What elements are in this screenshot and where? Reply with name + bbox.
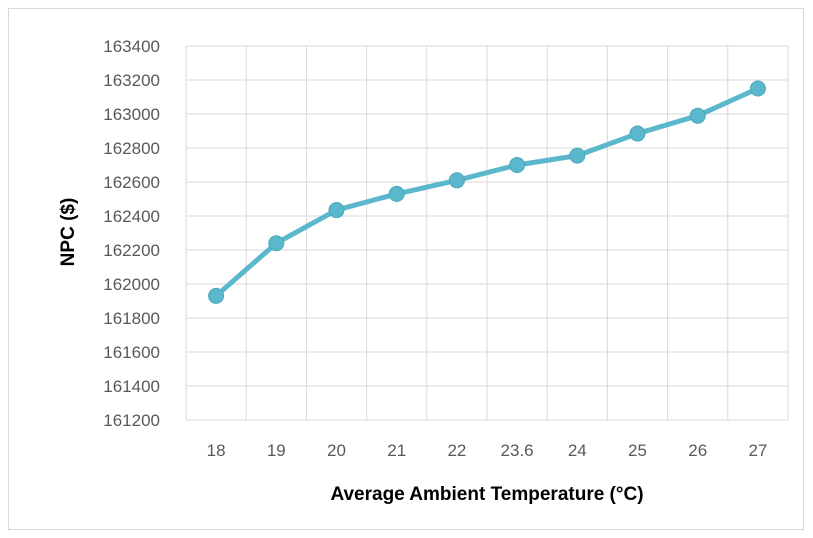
y-tick-label: 163000 bbox=[103, 105, 160, 124]
data-point bbox=[569, 147, 586, 164]
y-tick-labels: 161200 161400 161600 161800 162000 162200 1624… bbox=[103, 37, 160, 430]
data-markers bbox=[208, 80, 766, 304]
data-point bbox=[629, 125, 646, 142]
y-tick-label: 162000 bbox=[103, 275, 160, 294]
x-tick-label: 25 bbox=[628, 441, 647, 460]
x-tick-label: 24 bbox=[568, 441, 587, 460]
y-tick-label: 161400 bbox=[103, 377, 160, 396]
x-axis-title: Average Ambient Temperature (°C) bbox=[330, 484, 643, 505]
x-tick-label: 18 bbox=[207, 441, 226, 460]
y-tick-label: 163400 bbox=[103, 37, 160, 56]
data-point bbox=[208, 287, 225, 304]
gridlines bbox=[185, 45, 789, 421]
data-point bbox=[268, 235, 285, 252]
x-tick-label: 22 bbox=[447, 441, 466, 460]
y-tick-label: 161600 bbox=[103, 343, 160, 362]
data-point bbox=[749, 80, 766, 97]
y-axis-title: NPC ($) bbox=[58, 198, 79, 267]
y-tick-label: 162800 bbox=[103, 139, 160, 158]
x-tick-label: 21 bbox=[387, 441, 406, 460]
y-tick-label: 161800 bbox=[103, 309, 160, 328]
x-tick-label: 27 bbox=[748, 441, 767, 460]
data-point bbox=[388, 185, 405, 202]
x-tick-label: 26 bbox=[688, 441, 707, 460]
data-point bbox=[328, 202, 345, 219]
x-tick-label: 23.6 bbox=[501, 441, 534, 460]
y-tick-label: 162200 bbox=[103, 241, 160, 260]
series-line bbox=[213, 86, 761, 299]
data-point bbox=[689, 107, 706, 124]
x-tick-labels: 18 19 20 21 22 23.6 24 25 26 27 bbox=[207, 441, 768, 460]
x-tick-label: 20 bbox=[327, 441, 346, 460]
y-tick-label: 162400 bbox=[103, 207, 160, 226]
data-point bbox=[448, 172, 465, 189]
chart-frame bbox=[8, 8, 804, 530]
y-tick-label: 161200 bbox=[103, 411, 160, 430]
y-tick-label: 162600 bbox=[103, 173, 160, 192]
data-point bbox=[509, 157, 526, 173]
y-tick-label: 163200 bbox=[103, 71, 160, 90]
x-tick-label: 19 bbox=[267, 441, 286, 460]
